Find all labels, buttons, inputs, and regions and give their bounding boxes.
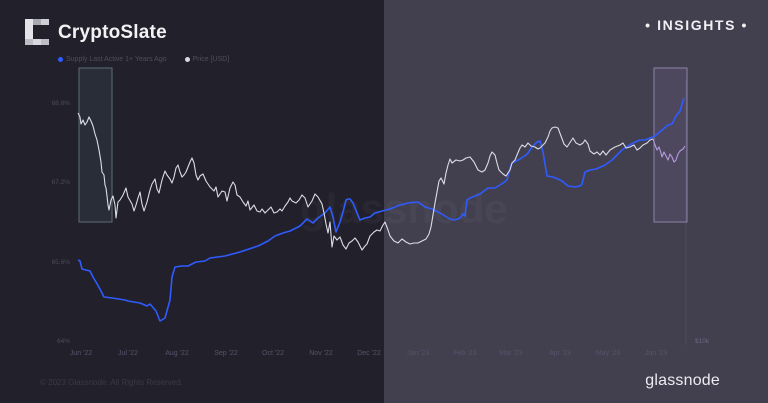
chart-legend: Supply Last Active 1+ Years Ago Price [U… [58, 56, 229, 63]
y-tick-label: 65.6% [51, 259, 70, 266]
legend-dot-supply-icon [58, 57, 63, 62]
supply-series-line [77, 97, 685, 322]
copyright-text: © 2023 Glassnode. All Rights Reserved. [40, 378, 183, 387]
glassnode-logo: glassnode [645, 372, 720, 389]
brand-name: CryptoSlate [58, 22, 167, 43]
x-tick-label: Dec '22 [357, 350, 381, 357]
x-tick-label: Feb '23 [453, 350, 477, 357]
highlight-box-jun-2022 [78, 67, 113, 223]
x-tick-label: Jun '22 [69, 350, 93, 357]
x-tick-label: Aug '22 [165, 350, 189, 357]
x-tick-label: Apr '23 [549, 350, 571, 357]
y-right-tick-label: $10k [695, 338, 710, 345]
legend-dot-price-icon [184, 57, 190, 62]
price-series-line [77, 112, 654, 251]
price-series-line-highlight [652, 138, 686, 163]
legend-item-price[interactable]: Price [USD] [184, 56, 230, 63]
y-tick-label: 68.8% [51, 100, 70, 107]
x-tick-label: May '23 [595, 350, 621, 357]
y-tick-label: 64% [56, 338, 70, 345]
legend-label-price: Price [USD] [192, 56, 230, 63]
y-tick-label: 67.2% [51, 179, 70, 186]
legend-item-supply[interactable]: Supply Last Active 1+ Years Ago [58, 56, 167, 63]
x-tick-label: Jan '23 [406, 350, 430, 357]
cryptoslate-logo-icon [25, 19, 49, 45]
x-tick-label: Mar '23 [499, 350, 523, 357]
x-tick-label: Jun '23 [644, 350, 668, 357]
x-tick-label: Oct '22 [262, 350, 284, 357]
insights-badge: • INSIGHTS • [645, 17, 748, 33]
legend-label-supply: Supply Last Active 1+ Years Ago [66, 56, 167, 63]
x-tick-label: Sep '22 [214, 350, 238, 357]
x-tick-label: Nov '22 [309, 350, 333, 357]
background-right-panel [384, 0, 768, 403]
highlight-box-jun-2023 [653, 67, 688, 223]
x-tick-label: Jul '22 [117, 350, 139, 357]
